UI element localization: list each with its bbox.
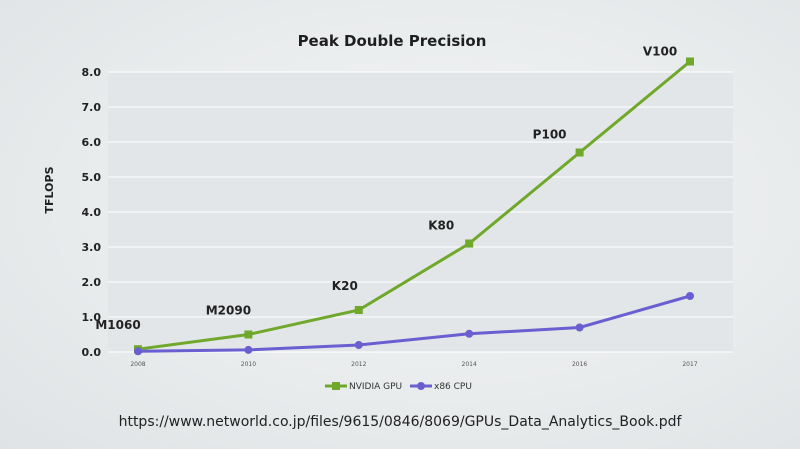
- x-tick-label: 2014: [462, 361, 477, 368]
- grid: [108, 71, 733, 353]
- data-point: [575, 148, 584, 157]
- data-point: [134, 347, 142, 356]
- data-point: [575, 323, 584, 332]
- series-line-nvidia-gpu: [137, 60, 691, 351]
- x-tick-label: 2012: [351, 361, 366, 368]
- y-tick-label: 8.0: [82, 66, 102, 79]
- data-label: M1060: [95, 318, 140, 332]
- data-point: [354, 306, 363, 314]
- source-url: https://www.networld.co.jp/files/9615/08…: [118, 414, 682, 430]
- y-tick-label: 0.0: [82, 346, 102, 359]
- x-axis: 2008 2010 2012 2014 2016 2017: [130, 361, 697, 368]
- data-label: K80: [428, 219, 454, 233]
- legend-marker: [332, 382, 340, 390]
- y-tick-label: 7.0: [82, 101, 102, 114]
- x-tick-label: 2008: [130, 361, 145, 368]
- y-tick-label: 5.0: [82, 171, 102, 184]
- legend: NVIDIA GPU x86 CPU: [325, 382, 472, 392]
- legend-marker: [417, 382, 425, 390]
- data-label: V100: [643, 45, 677, 59]
- y-tick-label: 4.0: [82, 206, 102, 219]
- data-point: [686, 292, 694, 300]
- data-point: [244, 330, 253, 339]
- data-point: [244, 345, 253, 354]
- series-line-x86-cpu: [137, 294, 691, 353]
- data-label: K20: [332, 279, 358, 293]
- data-label: P100: [533, 128, 567, 142]
- y-tick-label: 1.0: [82, 311, 102, 324]
- legend-label: NVIDIA GPU: [349, 382, 402, 392]
- y-axis: 0.0 1.0 2.0 3.0 4.0 5.0 6.0 7.0 8.0: [82, 66, 102, 359]
- y-axis-label: TFLOPS: [43, 166, 56, 213]
- chart-title: Peak Double Precision: [298, 32, 487, 50]
- x-tick-label: 2017: [682, 361, 697, 368]
- data-point: [686, 57, 694, 66]
- y-tick-label: 2.0: [82, 276, 102, 289]
- y-tick-label: 3.0: [82, 241, 102, 254]
- data-label: M2090: [206, 304, 251, 318]
- data-point: [354, 341, 363, 349]
- x-tick-label: 2010: [241, 361, 256, 368]
- data-point: [465, 239, 474, 248]
- series-group: M1060 M2090 K20 K80 P100 V100: [95, 45, 694, 356]
- x-tick-label: 2016: [572, 361, 587, 368]
- y-tick-label: 6.0: [82, 136, 102, 149]
- legend-label: x86 CPU: [434, 382, 472, 392]
- data-point: [465, 329, 474, 338]
